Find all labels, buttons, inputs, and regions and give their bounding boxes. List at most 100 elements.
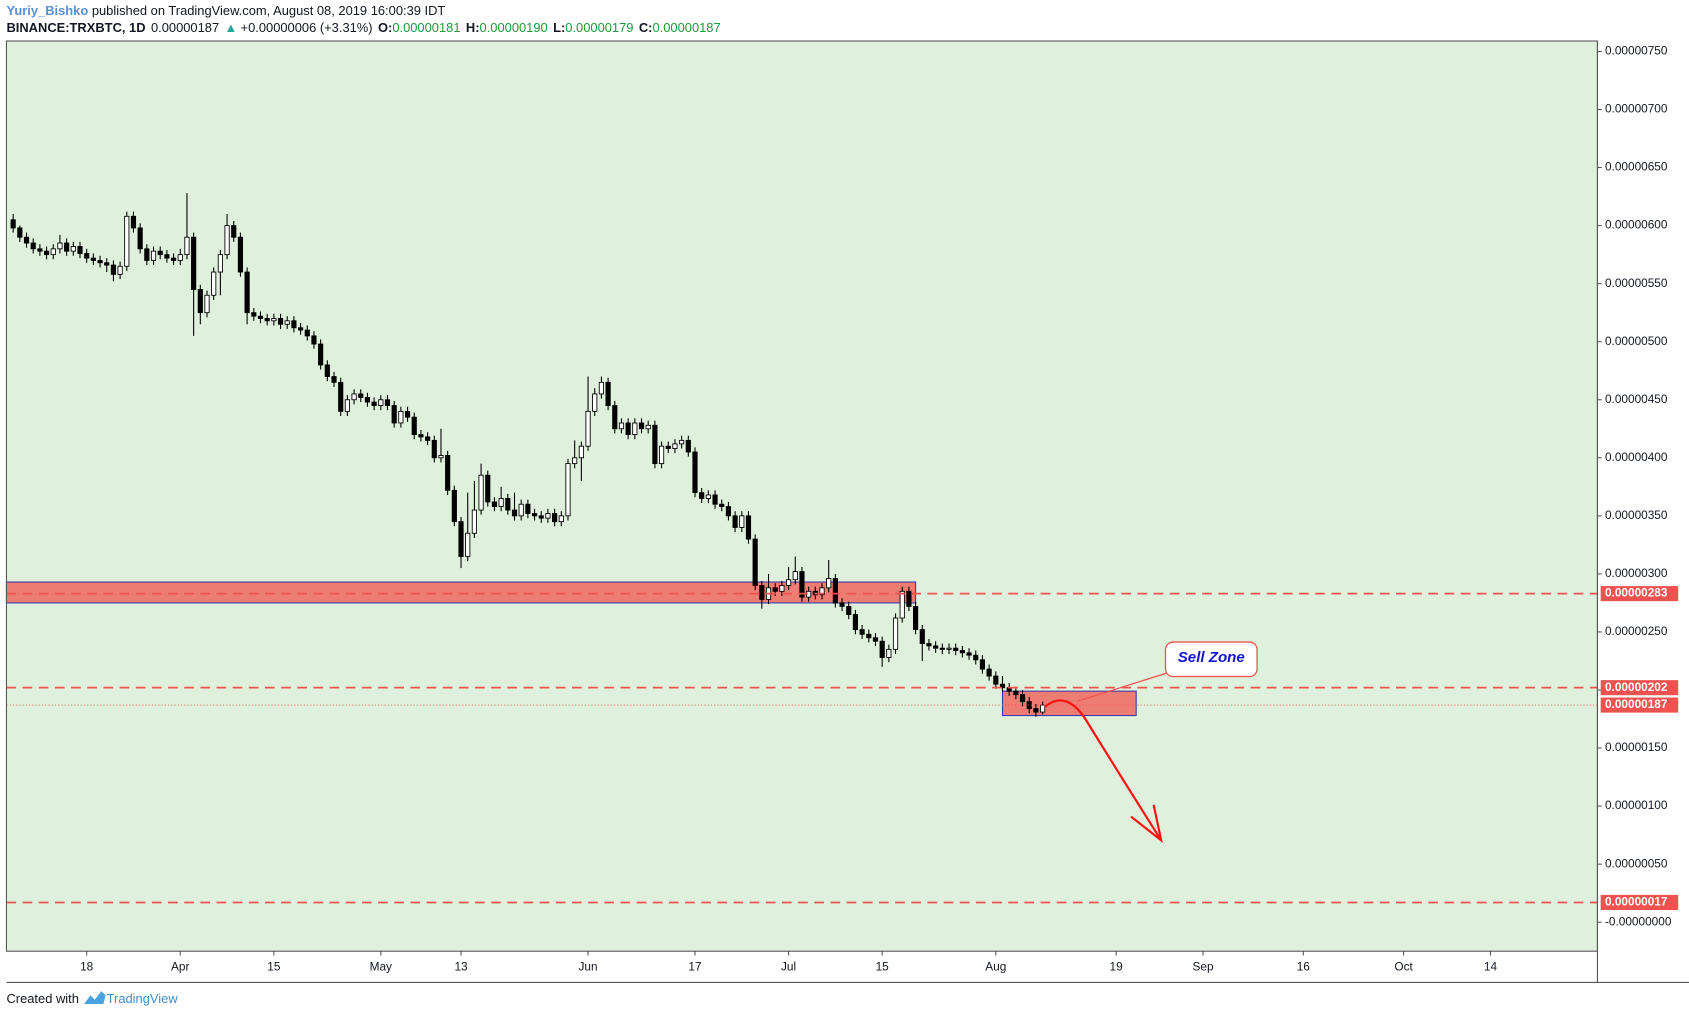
candle-body	[872, 637, 879, 642]
candle-body	[973, 654, 979, 661]
candle-body	[90, 257, 96, 261]
candle-body	[257, 315, 264, 319]
candle-body	[144, 248, 150, 261]
candles	[10, 193, 1046, 717]
candle-body	[531, 513, 538, 517]
candle-body	[458, 521, 464, 557]
published: published on TradingView.com, August 08,…	[88, 3, 445, 18]
candle-body	[946, 647, 952, 650]
x-tick-label: 14	[1484, 959, 1498, 973]
x-tick-label: 16	[1297, 959, 1311, 973]
candle-body	[318, 343, 324, 366]
ohlc-value: 0.00000179	[565, 21, 633, 36]
footer-created: Created with	[6, 991, 78, 1006]
candle-body	[304, 329, 310, 337]
candle-body	[739, 515, 745, 528]
level-label: 0.00000202	[1605, 680, 1668, 694]
candle-body	[184, 236, 190, 256]
candle-body	[191, 236, 197, 290]
candle-body	[565, 463, 571, 517]
y-tick-label: 0.00000100	[1605, 798, 1668, 812]
candle-body	[585, 410, 591, 447]
candle-body	[832, 578, 838, 604]
candle-body	[605, 381, 611, 406]
candle-body	[598, 381, 604, 395]
candle-body	[892, 617, 899, 650]
ohlc-key: O:	[378, 21, 392, 36]
candle-body	[384, 399, 391, 406]
y-tick-label: 0.00000250	[1605, 624, 1668, 638]
candle-body	[846, 605, 852, 615]
candle-body	[164, 254, 170, 259]
candle-body	[899, 590, 905, 619]
candle-body	[351, 393, 357, 401]
candle-body	[705, 494, 711, 499]
candle-body	[1013, 690, 1019, 696]
x-tick-label: 19	[1110, 959, 1124, 973]
candle-body	[251, 312, 257, 317]
candle-body	[839, 602, 845, 607]
candle-body	[919, 629, 925, 644]
callout-box	[1164, 641, 1258, 678]
candle-body	[431, 439, 437, 459]
candle-body	[725, 506, 732, 517]
candle-body	[211, 271, 217, 296]
candle-body	[37, 248, 43, 252]
candle-body	[879, 640, 885, 658]
candle-body	[645, 424, 651, 430]
candle-body	[939, 647, 945, 650]
candle-body	[518, 503, 524, 517]
level-label-box	[1600, 586, 1679, 602]
footer-brand: TradingView	[107, 991, 179, 1006]
x-tick-label: 15	[267, 959, 281, 973]
candle-body	[70, 246, 76, 252]
candle-body	[652, 424, 658, 465]
candle-body	[545, 513, 551, 519]
candle-body	[592, 393, 598, 412]
candle-body	[30, 242, 36, 250]
candle-body	[672, 443, 678, 449]
candle-body	[43, 250, 50, 256]
callout-text: Sell Zone	[1178, 649, 1245, 666]
x-tick-label: Sep	[1193, 959, 1214, 973]
x-tick-label: 13	[454, 959, 468, 973]
candle-body	[150, 250, 157, 261]
header-line-2: BINANCE:TRXBTC, 1D 0.00000187 ▲ +0.00000006…	[6, 21, 720, 36]
grid	[86, 50, 1602, 956]
candle-body	[491, 501, 498, 507]
candle-body	[886, 648, 892, 658]
candle-body	[1019, 694, 1026, 703]
candle-body	[999, 683, 1006, 689]
footer-logo	[84, 991, 106, 1004]
change-arrow: ▲	[225, 21, 238, 36]
header-line-1: Yuriy_Bishko published on TradingView.co…	[6, 3, 445, 18]
zones	[5, 581, 1137, 717]
candle-body	[913, 605, 919, 631]
plot-background	[6, 41, 1598, 952]
x-tick-label: Apr	[171, 959, 189, 973]
candle-body	[311, 335, 317, 345]
candle-body	[17, 227, 23, 238]
candle-body	[498, 498, 504, 507]
candle-body	[277, 318, 284, 325]
levels	[6, 592, 1598, 904]
level-label: 0.00000017	[1605, 895, 1668, 909]
candle-body	[959, 650, 965, 654]
candle-body	[124, 215, 130, 267]
candle-body	[264, 318, 270, 322]
candle-body	[471, 509, 477, 534]
candle-body	[298, 327, 304, 331]
candle-body	[64, 242, 70, 252]
candle-body	[217, 254, 223, 273]
candle-body	[177, 254, 183, 261]
candle-body	[638, 422, 645, 430]
candle-body	[291, 320, 297, 329]
ohlc-value: 0.00000181	[392, 21, 460, 36]
candle-body	[371, 401, 377, 406]
candle-body	[485, 474, 491, 503]
candle-body	[578, 445, 584, 459]
y-tick-label: 0.00000450	[1605, 392, 1668, 406]
last-price-label: 0.00000187	[1605, 697, 1668, 711]
candle-body	[170, 257, 177, 261]
y-tick-label: 0.00000750	[1605, 44, 1668, 58]
